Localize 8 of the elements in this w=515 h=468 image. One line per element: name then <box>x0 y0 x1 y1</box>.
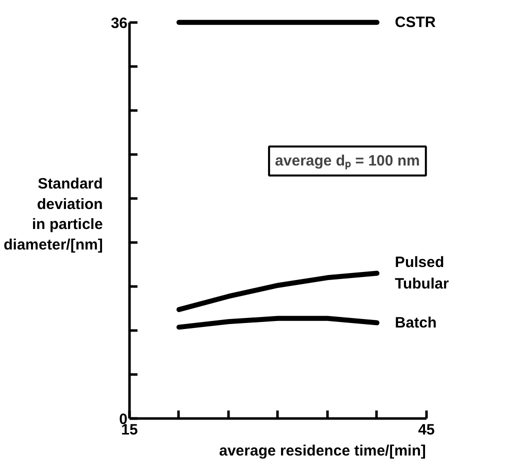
x-axis-title: average residence time/[min] <box>219 442 426 460</box>
series-label: CSTR <box>394 14 436 31</box>
series-label: Pulsed Tubular <box>394 254 449 292</box>
series-label: Batch <box>394 314 437 332</box>
annotation: average dₚ = 100 nm <box>275 152 420 170</box>
y-tick-label: 36 <box>110 14 128 32</box>
x-tick-label: 45 <box>418 422 435 438</box>
y-axis-title: Standard deviation in particle diameter/[nm] <box>4 175 103 254</box>
